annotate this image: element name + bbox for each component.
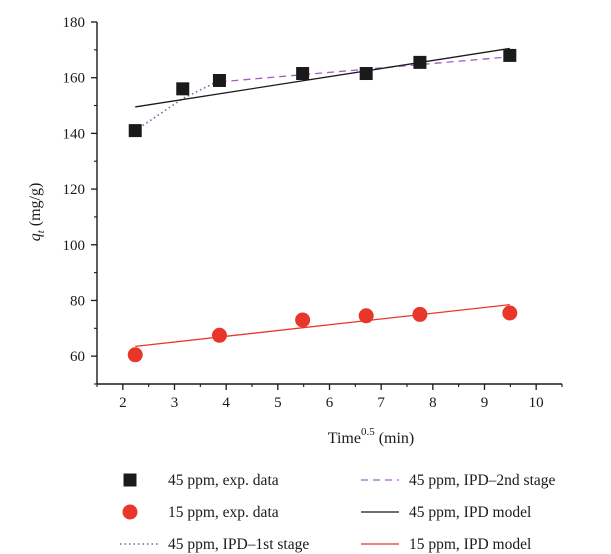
series-line-4	[135, 47, 510, 108]
x-tick-label: 2	[119, 395, 127, 411]
x-tick-label: 10	[529, 395, 544, 411]
x-ticks: 2 3 4 5 6 7 8 9 10	[96, 384, 563, 411]
point-45ppm-3	[296, 67, 310, 81]
point-45ppm-1	[176, 82, 190, 96]
series-points	[127, 48, 518, 363]
legend-label: 15 ppm, IPD model	[409, 536, 531, 553]
y-ticks: 60 80 100 120 140 160 180	[63, 15, 97, 385]
point-15ppm-5	[502, 305, 518, 321]
point-45ppm-6	[503, 48, 517, 62]
x-tick-label: 5	[274, 395, 282, 411]
x-tick-label: 9	[481, 395, 489, 411]
legend-circle-marker	[122, 504, 138, 520]
legend-label: 45 ppm, IPD–1st stage	[168, 536, 309, 553]
x-tick-label: 4	[222, 395, 230, 411]
y-tick-label: 60	[70, 349, 85, 365]
point-45ppm-0	[128, 124, 142, 138]
legend-label: 45 ppm, IPD–2nd stage	[409, 472, 556, 489]
legend-square-marker	[123, 473, 137, 487]
point-15ppm-0	[127, 347, 143, 363]
legend-item-2: 45 ppm, IPD–1st stage	[120, 536, 309, 553]
legend-item-0: 45 ppm, exp. data	[123, 472, 279, 489]
point-15ppm-4	[412, 306, 428, 322]
x-tick-label: 7	[377, 395, 385, 411]
series-lines	[134, 47, 510, 348]
y-tick-label: 160	[63, 71, 86, 87]
legend-item-1: 15 ppm, exp. data	[122, 504, 279, 521]
point-15ppm-1	[211, 327, 227, 343]
series-line-2	[134, 79, 220, 132]
x-tick-label: 6	[326, 395, 334, 411]
x-axis-label: Time0.5 (min)	[328, 426, 415, 447]
x-tick-label: 3	[171, 395, 179, 411]
point-45ppm-4	[359, 67, 373, 81]
legend-label: 15 ppm, exp. data	[168, 504, 279, 521]
y-axis-label: qt (mg/g)	[27, 183, 47, 242]
point-15ppm-2	[295, 312, 311, 328]
legend-item-3: 45 ppm, IPD–2nd stage	[361, 472, 556, 489]
x-tick-label: 8	[429, 395, 437, 411]
y-tick-label: 80	[70, 293, 85, 309]
y-tick-label: 120	[63, 182, 86, 198]
series-line-5	[135, 303, 510, 348]
point-15ppm-3	[358, 308, 374, 324]
point-45ppm-2	[212, 73, 226, 87]
legend-label: 45 ppm, IPD model	[409, 504, 531, 521]
y-tick-label: 140	[63, 126, 86, 142]
legend: 45 ppm, exp. data 45 ppm, IPD–2nd stage 15…	[120, 472, 556, 553]
point-45ppm-5	[413, 55, 427, 69]
y-tick-label: 180	[63, 15, 86, 31]
y-tick-label: 100	[63, 238, 86, 254]
legend-label: 45 ppm, exp. data	[168, 472, 279, 489]
legend-item-5: 15 ppm, IPD model	[361, 536, 531, 553]
legend-item-4: 45 ppm, IPD model	[361, 504, 531, 521]
